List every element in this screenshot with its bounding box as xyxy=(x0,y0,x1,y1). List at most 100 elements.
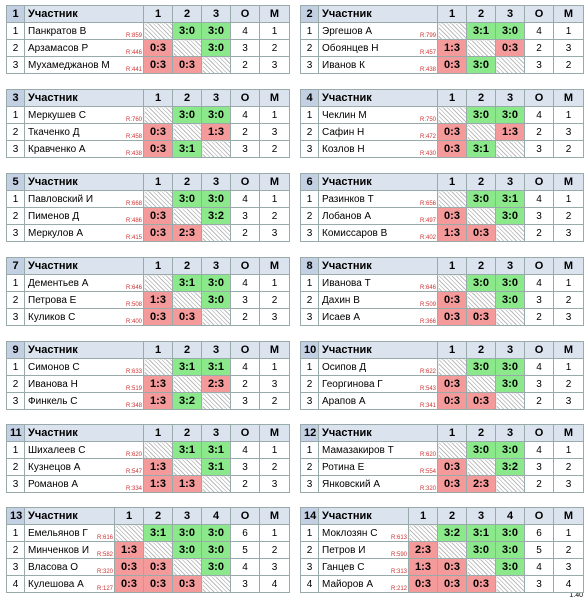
points: 2 xyxy=(524,475,554,493)
player-cell: Козлов Н R:430 xyxy=(318,140,438,158)
group-number: 6 xyxy=(300,173,319,191)
row-number: 1 xyxy=(6,441,25,459)
player-name: Шихалеев С xyxy=(28,444,86,456)
participant-header: Участник xyxy=(318,341,438,359)
header-row: 13 Участник 1 2 3 4 О М xyxy=(6,507,290,525)
self-cell xyxy=(201,224,231,242)
result: 0:3 xyxy=(143,558,173,576)
player-rating: R:438 xyxy=(125,151,142,157)
group-number: 9 xyxy=(6,341,25,359)
player-name: Ткаченко Д xyxy=(28,126,80,138)
place: 2 xyxy=(553,207,584,225)
points: 3 xyxy=(230,291,260,309)
result: 0:3 xyxy=(437,375,467,393)
result: 0:3 xyxy=(172,308,202,326)
player-cell: Панкратов В R:859 xyxy=(24,22,144,40)
self-cell xyxy=(495,56,525,74)
points: 4 xyxy=(524,441,554,459)
result: 3:0 xyxy=(495,375,525,393)
row-number: 3 xyxy=(6,475,25,493)
result: 3:0 xyxy=(466,441,496,459)
column-header: 2 xyxy=(143,507,173,525)
row-number: 2 xyxy=(6,39,25,57)
player-row: 3 Куликов С R:400 0:3 0:3 2 3 xyxy=(6,308,290,326)
row-number: 2 xyxy=(300,207,319,225)
points: 2 xyxy=(524,392,554,410)
points: 2 xyxy=(524,308,554,326)
self-cell xyxy=(143,358,173,376)
participant-header: Участник xyxy=(318,257,438,275)
group-number: 2 xyxy=(300,5,319,23)
row-number: 2 xyxy=(300,123,319,141)
player-rating: R:400 xyxy=(125,319,142,325)
result: 0:3 xyxy=(437,140,467,158)
result: 3:2 xyxy=(495,458,525,476)
result: 3:0 xyxy=(201,291,231,309)
header-row: 1 Участник 1 2 3 О М xyxy=(6,5,290,23)
column-header: 3 xyxy=(495,424,525,442)
points: 4 xyxy=(524,274,554,292)
result: 0:3 xyxy=(437,291,467,309)
self-cell xyxy=(201,308,231,326)
result: 3:1 xyxy=(201,441,231,459)
player-name: Арзамасов Р xyxy=(28,42,89,54)
place-header: М xyxy=(259,173,290,191)
player-rating: R:212 xyxy=(390,586,407,592)
self-cell xyxy=(466,558,496,576)
player-row: 4 Майоров А R:212 0:3 0:3 0:3 3 4 xyxy=(300,575,584,593)
place: 1 xyxy=(553,524,584,542)
self-cell xyxy=(201,56,231,74)
place-header: М xyxy=(553,341,584,359)
points: 4 xyxy=(524,106,554,124)
result: 0:3 xyxy=(114,575,144,593)
column-header: 3 xyxy=(201,424,231,442)
column-header: 2 xyxy=(466,89,496,107)
place-header: М xyxy=(259,5,290,23)
place: 1 xyxy=(553,106,584,124)
result: 0:3 xyxy=(114,558,144,576)
player-row: 1 Емельянов Г R:616 3:1 3:0 3:0 6 1 xyxy=(6,524,290,542)
result: 0:3 xyxy=(143,123,173,141)
player-row: 2 Пименов Д R:486 0:3 3:2 3 2 xyxy=(6,207,290,225)
player-row: 3 Янковский А R:320 0:3 2:3 2 3 xyxy=(300,475,584,493)
self-cell xyxy=(466,123,496,141)
player-cell: Шихалеев С R:620 xyxy=(24,441,144,459)
self-cell xyxy=(201,140,231,158)
self-cell xyxy=(201,475,231,493)
player-rating: R:438 xyxy=(419,67,436,73)
points: 4 xyxy=(230,106,260,124)
player-rating: R:633 xyxy=(125,369,142,375)
row-number: 2 xyxy=(300,291,319,309)
column-header: 1 xyxy=(143,424,173,442)
row-number: 2 xyxy=(6,458,25,476)
group-number: 8 xyxy=(300,257,319,275)
group-table: 10 Участник 1 2 3 О М 1 Осипов Д R:622 3:0 3:0 4 1 2 Ге… xyxy=(300,341,584,410)
column-header: 2 xyxy=(172,257,202,275)
player-row: 1 Осипов Д R:622 3:0 3:0 4 1 xyxy=(300,358,584,376)
player-cell: Романов А R:334 xyxy=(24,475,144,493)
group-table: 5 Участник 1 2 3 О М 1 Павловский И R:668 3:0 3:0 4 1… xyxy=(6,173,290,242)
result: 3:1 xyxy=(466,140,496,158)
self-cell xyxy=(495,140,525,158)
place: 2 xyxy=(553,541,584,559)
player-rating: R:646 xyxy=(125,285,142,291)
row-number: 2 xyxy=(6,375,25,393)
result: 1:3 xyxy=(495,123,525,141)
self-cell xyxy=(495,475,525,493)
row-number: 4 xyxy=(300,575,319,593)
result: 0:3 xyxy=(466,392,496,410)
place: 1 xyxy=(553,190,584,208)
place-header: М xyxy=(553,507,584,525)
column-header: 3 xyxy=(201,257,231,275)
player-name: Лобанов А xyxy=(322,210,372,222)
place-header: М xyxy=(259,424,290,442)
column-header: 3 xyxy=(495,341,525,359)
column-header: 3 xyxy=(466,507,496,525)
row-number: 2 xyxy=(6,541,25,559)
result: 3:0 xyxy=(201,274,231,292)
group-number: 1 xyxy=(6,5,25,23)
place-header: М xyxy=(553,424,584,442)
player-name: Власова О xyxy=(28,561,79,573)
column-header: 1 xyxy=(143,173,173,191)
